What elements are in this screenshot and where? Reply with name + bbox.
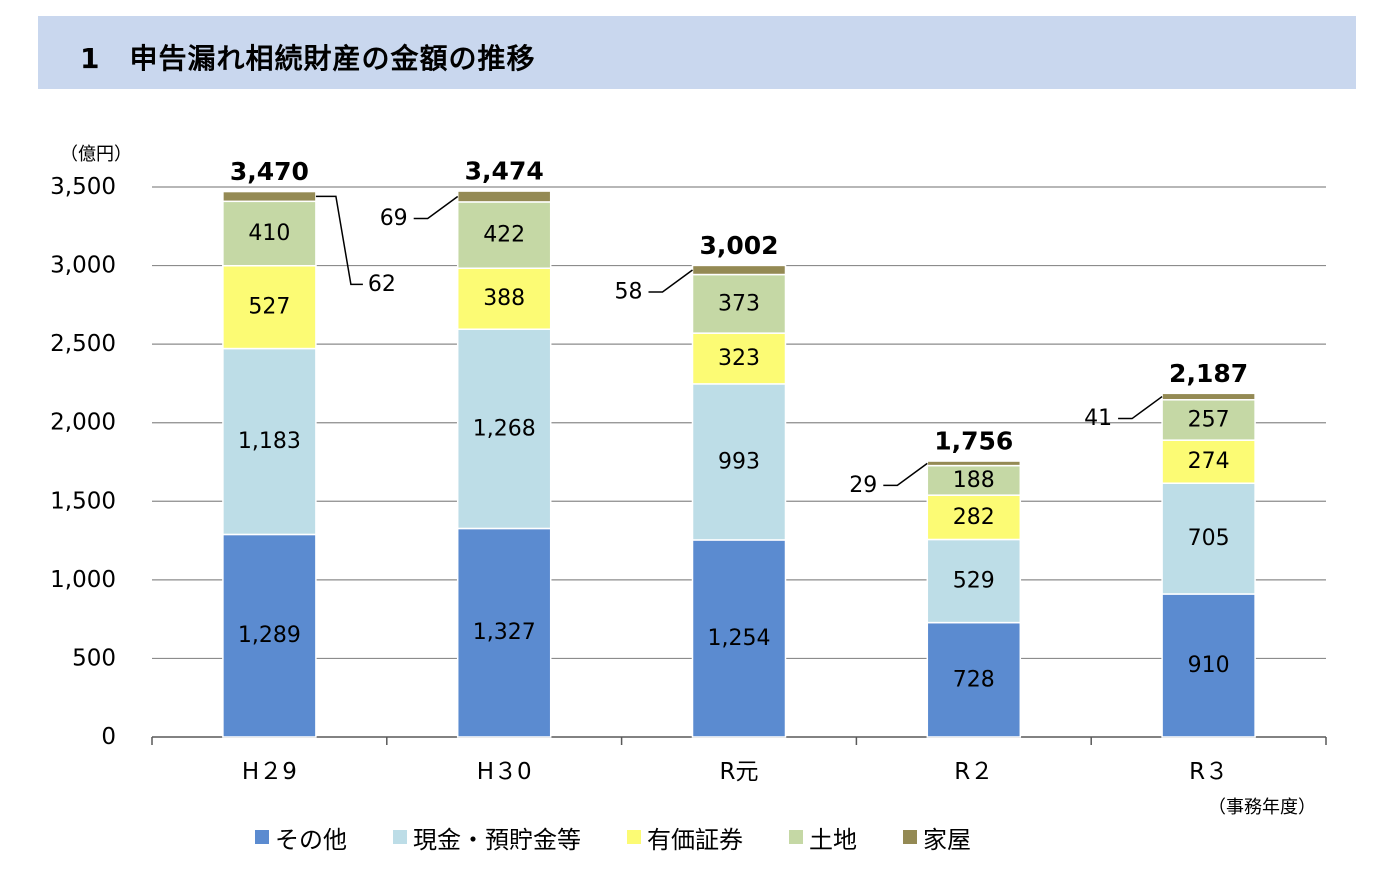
data-label: 410 [248, 221, 290, 246]
y-tick-label: 0 [101, 724, 116, 750]
legend-item: その他 [255, 820, 347, 855]
legend-swatch [627, 830, 641, 844]
bar-segment [1161, 439, 1256, 484]
total-label: 3,474 [465, 157, 544, 186]
bar-segment [926, 464, 1022, 496]
total-label: 3,002 [699, 231, 778, 260]
data-label: 705 [1188, 526, 1230, 551]
bar-segment [456, 201, 552, 269]
leader-line [315, 195, 363, 286]
bar-segment [222, 264, 317, 350]
bar-segment [1161, 593, 1256, 738]
legend-label: 有価証券 [647, 825, 743, 854]
legend-swatch [255, 830, 269, 844]
data-label: 282 [953, 505, 995, 530]
y-tick-label: 1,500 [50, 488, 116, 514]
data-label: 422 [483, 223, 525, 248]
data-label: 29 [849, 473, 877, 498]
bar-segment [222, 200, 317, 267]
data-label: 62 [368, 272, 396, 297]
bar-segment [691, 539, 787, 738]
y-tick-label: 3,000 [50, 253, 116, 279]
x-tick-label: R２ [954, 759, 993, 785]
data-label: 323 [718, 346, 760, 371]
legend-label: 土地 [809, 825, 857, 854]
bar-segment [926, 460, 1022, 467]
bar-segment [222, 347, 317, 536]
legend-item: 家屋 [903, 820, 971, 855]
data-label: 1,289 [238, 623, 301, 648]
y-tick-label: 2,000 [50, 410, 116, 436]
legend-swatch [789, 830, 803, 844]
bar-segment [456, 267, 552, 330]
data-label: 274 [1188, 449, 1230, 474]
data-label: 529 [953, 569, 995, 594]
total-label: 2,187 [1169, 359, 1248, 388]
x-axis-unit-label: （事務年度） [1208, 797, 1316, 818]
leader-line [883, 462, 928, 487]
data-label: 69 [380, 206, 408, 231]
total-label: 1,756 [934, 427, 1013, 456]
data-label: 728 [953, 667, 995, 692]
y-tick-label: 1,000 [50, 567, 116, 593]
x-tick-label: H２9 [242, 759, 297, 785]
data-label: 388 [483, 286, 525, 311]
legend-label: 現金・預貯金等 [413, 825, 581, 854]
total-label: 3,470 [230, 157, 309, 186]
legend-item: 現金・預貯金等 [393, 820, 581, 855]
data-label: 58 [615, 279, 643, 304]
legend-label: その他 [275, 825, 347, 854]
page-title: 1 申告漏れ相続財産の金額の推移 [80, 42, 536, 75]
data-label: 993 [718, 449, 760, 474]
bar-segment [691, 332, 787, 385]
data-label: 1,327 [473, 620, 536, 645]
data-label: 41 [1084, 406, 1112, 431]
bar-segment [456, 190, 552, 203]
legend-swatch [903, 830, 917, 844]
legend-label: 家屋 [923, 825, 971, 854]
leader-line [1118, 395, 1163, 420]
data-label: 1,254 [708, 626, 771, 651]
legend-item: 有価証券 [627, 820, 743, 855]
chart-legend: その他 現金・預貯金等 有価証券 土地 家屋 [255, 820, 1017, 854]
y-tick-label: 500 [72, 645, 116, 671]
data-label: 188 [953, 468, 995, 493]
data-label: 373 [718, 291, 760, 316]
bar-segment [926, 538, 1022, 624]
bar-segment [691, 383, 787, 541]
bar-segment [1161, 482, 1256, 595]
leader-line [648, 269, 693, 293]
x-tick-label: R３ [1189, 759, 1228, 785]
legend-item: 土地 [789, 820, 857, 855]
bar-segment [222, 190, 317, 203]
data-label: 1,183 [238, 429, 301, 454]
x-tick-label: H３0 [477, 759, 532, 785]
legend-swatch [393, 830, 407, 844]
bar-segment [691, 273, 787, 334]
x-tick-label: R元 [720, 759, 759, 785]
bar-segment [1161, 399, 1256, 441]
data-label: 527 [248, 295, 290, 320]
bar-segment [1161, 392, 1256, 401]
bar-segment [926, 494, 1022, 541]
y-axis-unit-label: （億円） [60, 144, 132, 165]
y-tick-label: 3,500 [50, 174, 116, 200]
data-label: 1,268 [473, 416, 536, 441]
bar-segment [691, 264, 787, 276]
title-banner [38, 16, 1356, 89]
data-label: 910 [1188, 653, 1230, 678]
leader-line [413, 195, 459, 220]
bar-segment [926, 621, 1022, 738]
y-tick-label: 2,500 [50, 331, 116, 357]
data-label: 257 [1188, 407, 1230, 432]
bar-segment [456, 527, 552, 738]
